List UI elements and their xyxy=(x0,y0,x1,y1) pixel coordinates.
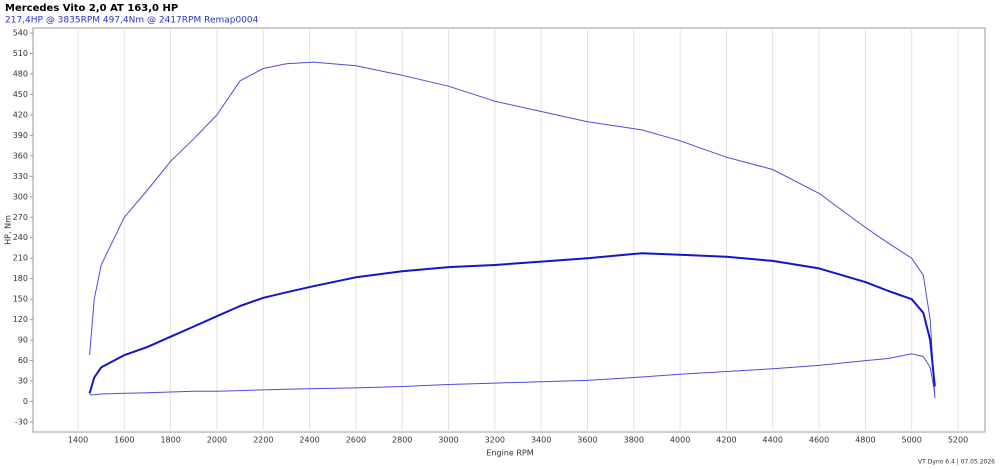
y-tick-label: 510 xyxy=(13,49,28,58)
y-tick-label: 30 xyxy=(18,377,28,386)
y-tick-label: 210 xyxy=(13,254,28,263)
y-tick-label: -30 xyxy=(15,418,28,427)
chart-subtitle: 217,4HP @ 3835RPM 497,4Nm @ 2417RPM Rema… xyxy=(5,16,259,26)
y-tick-label: 120 xyxy=(13,315,28,324)
series-line xyxy=(89,353,936,396)
series-line xyxy=(89,61,936,399)
y-tick-label: 360 xyxy=(13,151,28,160)
y-tick-label: 150 xyxy=(13,295,28,304)
y-tick-label: 270 xyxy=(13,213,28,222)
x-tick-label: 3800 xyxy=(624,436,644,445)
y-axis-label: HP, Nm xyxy=(4,215,13,245)
x-axis-label: Engine RPM xyxy=(486,449,533,458)
x-tick-label: 5200 xyxy=(948,436,968,445)
plot-frame xyxy=(32,27,986,433)
x-tick-label: 4800 xyxy=(855,436,875,445)
y-tick-label: 0 xyxy=(23,397,28,406)
x-tick-label: 3400 xyxy=(531,436,551,445)
x-tick-label: 4600 xyxy=(809,436,829,445)
y-tick-label: 90 xyxy=(18,336,28,345)
x-tick-label: 2600 xyxy=(346,436,366,445)
y-tick-label: 240 xyxy=(13,233,28,242)
y-tick-label: 390 xyxy=(13,131,28,140)
x-tick-label: 2200 xyxy=(253,436,273,445)
x-tick-label: 4400 xyxy=(763,436,783,445)
x-tick-label: 1600 xyxy=(114,436,134,445)
x-tick-label: 1800 xyxy=(160,436,180,445)
y-tick-label: 480 xyxy=(13,69,28,78)
x-tick-label: 4000 xyxy=(670,436,690,445)
chart-title: Mercedes Vito 2,0 AT 163,0 HP xyxy=(5,3,178,14)
footer: VT Dyno 6.4 | 07.05.2026 xyxy=(918,459,995,466)
series-line xyxy=(88,252,936,394)
x-tick-label: 1400 xyxy=(68,436,88,445)
x-tick-label: 4200 xyxy=(716,436,736,445)
x-tick-label: 2000 xyxy=(207,436,227,445)
y-tick-label: 330 xyxy=(13,172,28,181)
y-tick-label: 60 xyxy=(18,356,28,365)
x-tick-label: 3200 xyxy=(485,436,505,445)
y-tick-label: 420 xyxy=(13,110,28,119)
x-tick-label: 2800 xyxy=(392,436,412,445)
y-tick-label: 540 xyxy=(13,29,28,38)
x-tick-label: 3600 xyxy=(577,436,597,445)
y-tick-label: 180 xyxy=(13,274,28,283)
y-tick-label: 450 xyxy=(13,90,28,99)
y-tick-label: 300 xyxy=(13,192,28,201)
x-tick-label: 5000 xyxy=(902,436,922,445)
x-tick-label: 2400 xyxy=(299,436,319,445)
x-tick-label: 3000 xyxy=(438,436,458,445)
